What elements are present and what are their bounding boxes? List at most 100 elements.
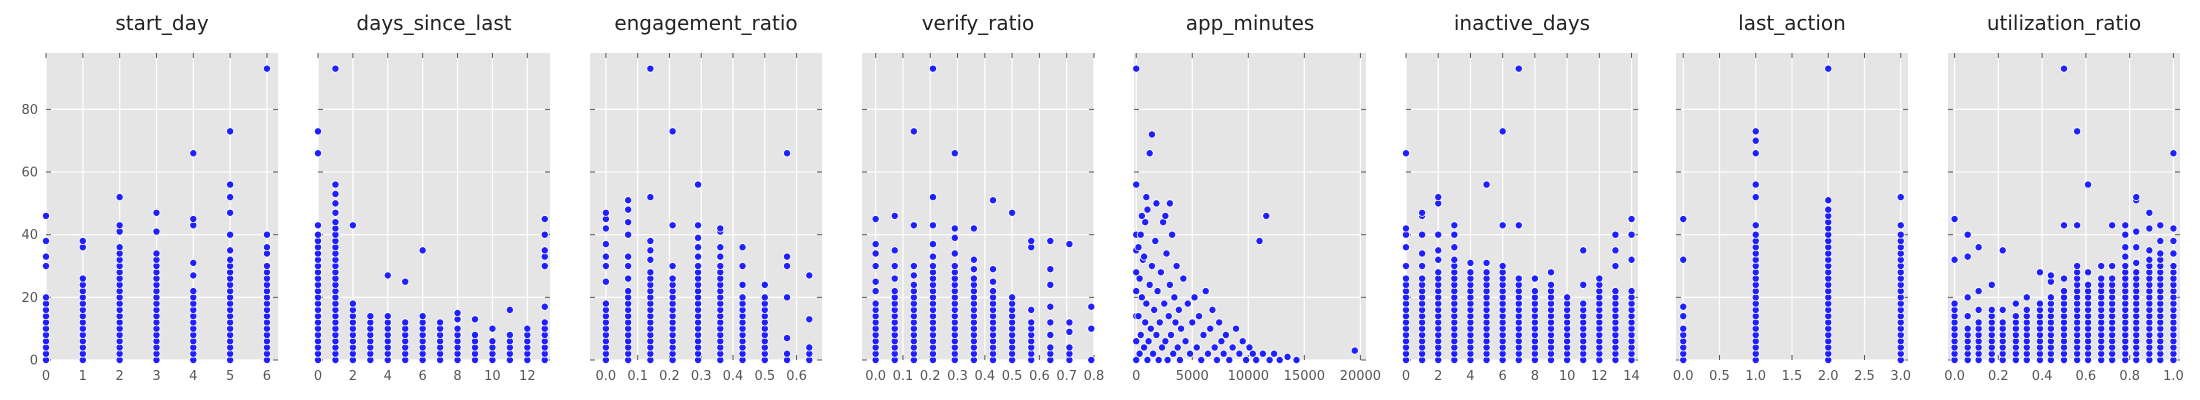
scatter-point [1208, 305, 1217, 314]
scatter-point [1950, 255, 1959, 264]
scatter-point [1195, 312, 1204, 321]
scatter-point [2022, 293, 2031, 302]
scatter-point [436, 318, 445, 327]
scatter-point [1160, 299, 1169, 308]
scatter-point [1530, 287, 1539, 296]
scatter-point [890, 262, 899, 271]
scatter-point [470, 330, 479, 339]
scatter-point [2169, 236, 2178, 245]
scatter-point [418, 246, 427, 255]
scatter-point [1046, 318, 1055, 327]
scatter-point [262, 230, 271, 239]
panel-inactive-days: inactive_days 0 2 4 6 8 10 12 14 [1402, 11, 1640, 384]
scatter-point [2059, 221, 2068, 230]
scatter-point [1206, 324, 1215, 333]
scatter-point [694, 221, 703, 230]
scatter-point [1183, 299, 1192, 308]
scatter-point [540, 302, 549, 311]
x-tick-label: 0.5 [754, 369, 775, 384]
x-tick-label: 2 [116, 369, 124, 384]
scatter-point [1418, 274, 1427, 283]
scatter-point [2145, 224, 2154, 233]
scatter-point [1434, 268, 1443, 277]
scatter-point [1152, 330, 1161, 339]
scatter-point [950, 262, 959, 271]
scatter-point [1137, 293, 1146, 302]
scatter-point [348, 299, 357, 308]
scatter-point [694, 262, 703, 271]
panel-engagement-ratio: engagement_ratio 0.0 0.1 0.2 0.3 0.4 0.5 0.6 [590, 11, 822, 384]
scatter-point [1963, 230, 1972, 239]
x-tick-label: 0.0 [1944, 369, 1965, 384]
scatter-point [716, 252, 725, 261]
scatter-point [624, 196, 633, 205]
scatter-point [1136, 230, 1145, 239]
scatter-point [2121, 252, 2130, 261]
scatter-point [2084, 268, 2093, 277]
scatter-point [1065, 327, 1074, 336]
scatter-point [1482, 258, 1491, 267]
scatter-point [805, 271, 814, 280]
scatter-point [1418, 230, 1427, 239]
x-tick-label: 0 [42, 369, 50, 384]
scatter-point [1177, 324, 1186, 333]
scatter-point [1135, 274, 1144, 283]
scatter-point [1141, 318, 1150, 327]
scatter-point [1611, 230, 1620, 239]
scatter-point [601, 224, 610, 233]
panel-last-action: last_action 0.0 0.5 1.0 1.5 2.0 2.5 3.0 [1673, 11, 1911, 384]
scatter-point [2121, 221, 2130, 230]
x-tick-label: 0.6 [1029, 369, 1050, 384]
x-tick-label: 0.2 [659, 369, 680, 384]
scatter-point [1173, 343, 1182, 352]
x-tick-label: 4 [189, 369, 197, 384]
scatter-point [1434, 255, 1443, 264]
x-tick-label: 1 [79, 369, 87, 384]
scatter-point [1963, 324, 1972, 333]
scatter-point [1134, 312, 1143, 321]
scatter-point [1168, 230, 1177, 239]
x-tick-label: 0.5 [1709, 369, 1730, 384]
scatter-point [1171, 318, 1180, 327]
panel-app-minutes: app_minutes 0 5000 10000 15000 20000 [1132, 11, 1381, 384]
scatter-point [1179, 274, 1188, 283]
scatter-point [2145, 208, 2154, 217]
scatter-point [262, 64, 271, 73]
scatter-point [313, 127, 322, 136]
scatter-point [890, 211, 899, 220]
scatter-point [928, 252, 937, 261]
scatter-point [523, 324, 532, 333]
scatter-point [969, 224, 978, 233]
scatter-point [716, 224, 725, 233]
scatter-point [668, 127, 677, 136]
scatter-point [226, 246, 235, 255]
scatter-point [1974, 287, 1983, 296]
scatter-point [738, 293, 747, 302]
scatter-point [2059, 64, 2068, 73]
x-tick-label: 15000 [1284, 369, 1325, 384]
scatter-point [716, 262, 725, 271]
scatter-point [152, 249, 161, 258]
scatter-point [1824, 196, 1833, 205]
scatter-point [226, 193, 235, 202]
scatter-point [1627, 230, 1636, 239]
scatter-point [1563, 293, 1572, 302]
scatter-point [2156, 236, 2165, 245]
scatter-point [2169, 149, 2178, 158]
x-tick-label: 4 [384, 369, 392, 384]
scatter-point [1215, 318, 1224, 327]
scatter-point [1161, 211, 1170, 220]
scatter-point [1627, 255, 1636, 264]
scatter-point [646, 236, 655, 245]
scatter-point [601, 240, 610, 249]
scatter-point [1210, 343, 1219, 352]
scatter-point [2169, 262, 2178, 271]
scatter-point [42, 293, 51, 302]
scatter-point [226, 127, 235, 136]
scatter-point [331, 199, 340, 208]
scatter-point [1046, 302, 1055, 311]
scatter-point [2084, 180, 2093, 189]
scatter-point [401, 277, 410, 286]
scatter-point [1154, 355, 1163, 364]
scatter-point [950, 149, 959, 158]
